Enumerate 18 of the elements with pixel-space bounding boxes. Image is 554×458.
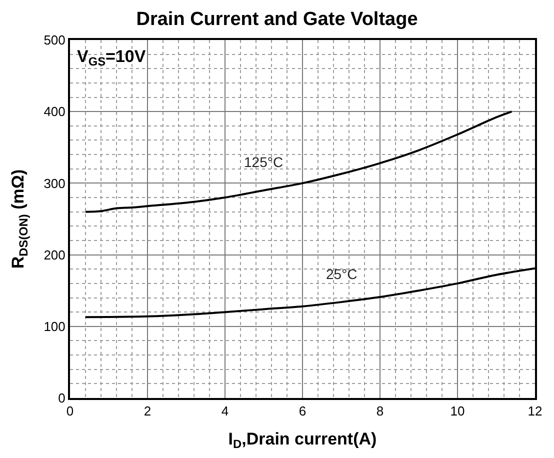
series-label: 25°C — [326, 266, 358, 282]
x-tick-label: 12 — [528, 404, 542, 419]
annotation: V$_{GS}$=10V — [77, 47, 146, 69]
series-label: 125°C — [244, 154, 284, 170]
chart-title: Drain Current and Gate Voltage — [136, 8, 418, 30]
x-tick-label: 2 — [144, 404, 152, 419]
y-tick-label: 100 — [44, 318, 66, 334]
y-tick-label: 300 — [44, 176, 66, 191]
x-tick-label: 8 — [376, 404, 384, 419]
y-tick-label: 0 — [58, 390, 66, 406]
x-tick-label: 10 — [450, 404, 465, 419]
y-tick-label: 500 — [44, 32, 66, 48]
line-series — [84, 110, 513, 213]
x-tick-label: 6 — [298, 404, 306, 419]
x-tick-label: 4 — [221, 404, 229, 419]
y-tick-label: 400 — [44, 104, 66, 120]
y-tick-label: 200 — [44, 247, 66, 262]
x-axis-title: I$_{D}$,Drain current(A) — [228, 430, 377, 452]
